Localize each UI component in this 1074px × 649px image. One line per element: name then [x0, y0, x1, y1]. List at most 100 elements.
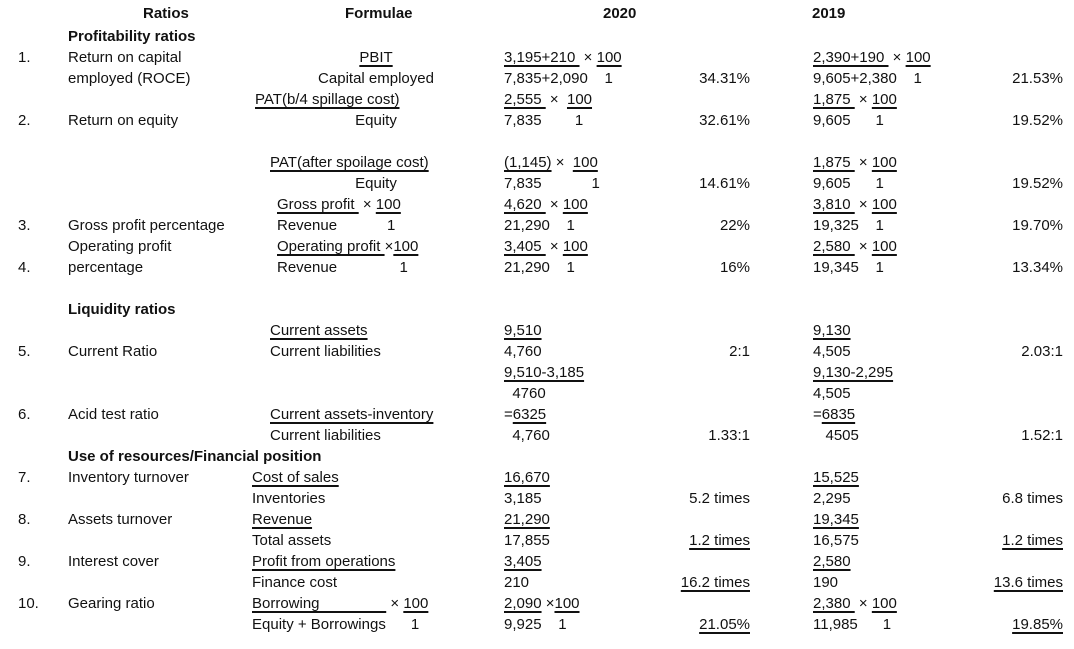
row-number: [0, 614, 60, 635]
working-2019: 4,505: [750, 341, 963, 362]
working-2019: 19,345 1: [750, 257, 963, 278]
text: 21.53%: [1012, 70, 1063, 87]
text: ×: [854, 238, 872, 255]
result-2020: 5.2 times: [660, 488, 750, 509]
row-number: [0, 383, 60, 404]
ratio-name: Gross profit percentage: [68, 217, 225, 234]
working-2019: =6835: [750, 404, 963, 425]
formula-cell: [250, 383, 466, 404]
result-2020: [660, 47, 750, 68]
table-row: Operating profit Operating profit ×100 3,4…: [0, 236, 1074, 257]
result-2020: 16.2 times: [660, 572, 750, 593]
table-row: Gross profit × 100 4,620 × 100 3,810 × 100: [0, 194, 1074, 215]
text: 16%: [719, 259, 750, 276]
underlined-text: Current assets-inventory: [270, 406, 434, 423]
row-number: [0, 89, 60, 110]
working-2019: 15,525: [750, 467, 963, 488]
working-2019: [750, 299, 963, 320]
text: 7,835 1: [504, 112, 584, 129]
result-2019: [963, 509, 1063, 530]
row-number: 1.: [18, 49, 31, 66]
underlined-text: 100: [871, 154, 897, 171]
text: 9,605 1: [813, 175, 884, 192]
working-2020: 3,195+210 × 100: [466, 47, 660, 68]
row-number: [0, 530, 60, 551]
row-number: [0, 425, 60, 446]
ratio-name: Interest cover: [68, 553, 159, 570]
formula-cell: Current assets: [250, 320, 466, 341]
result-2020: [660, 467, 750, 488]
working-2020: [466, 299, 660, 320]
working-2019: 9,605 1: [750, 110, 963, 131]
table-row: Equity 7,835 1 14.61% 9,605 1 19.52%: [0, 173, 1074, 194]
formula-cell: Revenue: [250, 509, 466, 530]
table-row: 2. Return on equity Equity 7,835 1 32.61% 9,6…: [0, 110, 1074, 131]
working-2020: 4,760: [466, 425, 660, 446]
table-row: Current liabilities 4,760 1.33:1 4505 1.52…: [0, 425, 1074, 446]
ratio-name: Inventory turnover: [68, 469, 189, 486]
ratio-name: Assets turnover: [68, 511, 173, 528]
ratio-name: [60, 152, 250, 173]
formula-cell: Borrowing × 100: [250, 593, 466, 614]
section-heading: Liquidity ratios: [68, 301, 176, 318]
underlined-text: 9,510: [504, 322, 542, 339]
result-2020: [660, 194, 750, 215]
result-2019: 2.03:1: [963, 341, 1063, 362]
working-2020: [466, 26, 660, 47]
text: ×: [854, 595, 872, 612]
table-row: Finance cost 210 16.2 times 190 13.6 times: [0, 572, 1074, 593]
ratio-name: Gearing ratio: [68, 595, 155, 612]
working-2020: 9,510-3,185: [466, 362, 660, 383]
formula-cell: PAT(after spoilage cost): [250, 152, 466, 173]
underlined-text: 2,580: [813, 553, 851, 570]
underlined-text: Gross profit: [277, 196, 359, 213]
underlined-text: Cost of sales: [252, 469, 339, 486]
underlined-text: PBIT: [359, 49, 393, 66]
result-2020: [660, 152, 750, 173]
ratios-worksheet: Ratios Formulae 2020 2019 Profitability …: [0, 5, 1074, 635]
header-ratios: Ratios: [143, 5, 189, 22]
text: 32.61%: [699, 112, 750, 129]
underlined-text: 1.2 times: [689, 532, 750, 549]
result-2019: [963, 299, 1063, 320]
result-2019: 13.6 times: [963, 572, 1063, 593]
text: 7,835 1: [504, 175, 600, 192]
result-2019: 6.8 times: [963, 488, 1063, 509]
working-2019: 2,380 × 100: [750, 593, 963, 614]
working-2019: 2,390+190 × 100: [750, 47, 963, 68]
result-2019: 19.52%: [963, 173, 1063, 194]
table-row: PAT(after spoilage cost) (1,145) × 100 1,8…: [0, 152, 1074, 173]
ratio-name: Return on equity: [68, 112, 179, 129]
text: ×: [358, 196, 376, 213]
table-row: 7. Inventory turnover Cost of sales 16,670 1…: [0, 467, 1074, 488]
underlined-text: Revenue: [252, 511, 313, 528]
table-row: 5. Current Ratio Current liabilities 4,760 2…: [0, 341, 1074, 362]
formula-cell: PAT(b/4 spillage cost): [250, 89, 466, 110]
result-2019: 19.70%: [963, 215, 1063, 236]
formula-cell: Gross profit × 100: [250, 194, 466, 215]
result-2019: 19.52%: [963, 110, 1063, 131]
text: Equity: [355, 112, 397, 129]
formula-cell: PBIT: [250, 47, 466, 68]
ratio-name: Acid test ratio: [68, 406, 159, 423]
row-number: 7.: [18, 469, 31, 486]
working-2020: 3,405: [466, 551, 660, 572]
underlined-text: 100: [905, 49, 931, 66]
text: 2.03:1: [1021, 343, 1063, 360]
text: Inventories: [252, 490, 326, 507]
result-2019: [963, 194, 1063, 215]
text: ×: [854, 91, 872, 108]
working-2019: 9,130-2,295: [750, 362, 963, 383]
result-2019: [963, 47, 1063, 68]
table-row: Profitability ratios: [0, 26, 1074, 47]
text: 2,295: [813, 490, 851, 507]
working-2020: 7,835+2,090 1: [466, 68, 660, 89]
ratio-name: [60, 194, 250, 215]
result-2019: 1.2 times: [963, 530, 1063, 551]
text: ×: [888, 49, 906, 66]
text: 2:1: [729, 343, 750, 360]
underlined-text: 100: [562, 196, 588, 213]
underlined-text: 100: [554, 595, 580, 612]
text: ×: [551, 154, 573, 171]
working-2019: 9,605+2,380 1: [750, 68, 963, 89]
